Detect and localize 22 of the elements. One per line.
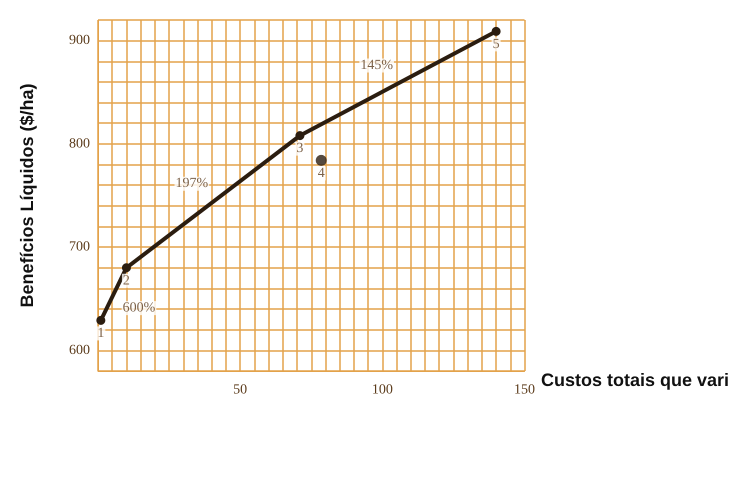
- point: [492, 26, 501, 36]
- y-tick-label: 600: [69, 342, 90, 358]
- y-tick-label: 700: [69, 240, 90, 255]
- annotation: 600%: [122, 300, 156, 316]
- point: [316, 154, 327, 166]
- annotation: 2: [122, 273, 130, 288]
- annotation: 5: [492, 36, 500, 52]
- point: [122, 263, 131, 272]
- point: [295, 131, 304, 140]
- annotation: 1: [97, 326, 104, 341]
- point: [96, 316, 106, 325]
- annotation: 145%: [360, 58, 394, 73]
- x-tick-label: 100: [372, 382, 393, 398]
- annotation: 4: [318, 166, 325, 181]
- x-tick-label: 50: [233, 382, 248, 398]
- x-axis-title: Custos totais que vari: [540, 370, 729, 390]
- y-axis-title: Benefícios Líquidos ($/ha): [17, 83, 37, 308]
- x-tick-label: 150: [514, 382, 536, 398]
- annotation: 197%: [176, 176, 208, 192]
- y-tick-label: 900: [69, 33, 90, 48]
- y-tick-label: 800: [69, 136, 90, 152]
- annotation: 3: [296, 141, 304, 156]
